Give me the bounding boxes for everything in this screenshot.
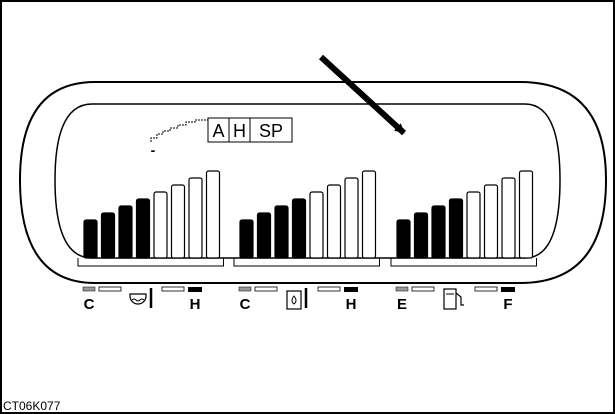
gauge-segment <box>170 184 186 259</box>
gauge-segment <box>188 177 203 259</box>
gauge-segment <box>291 198 307 259</box>
gauge-low-label: C <box>84 296 95 313</box>
gauge-low-label: C <box>240 296 251 313</box>
gauge-low-label: E <box>397 296 407 313</box>
gauge-coolant-temperature: C H <box>77 170 224 313</box>
gauge-hydraulic-oil-temperature: C H <box>233 170 380 313</box>
gauge-baseline-bracket <box>233 258 380 267</box>
gauge-segment <box>396 219 411 259</box>
scale-mark <box>98 286 122 292</box>
gauge-high-label: H <box>190 296 201 313</box>
gauge-segment <box>448 198 464 259</box>
pointer-arrow <box>318 54 407 136</box>
mode-label-a: A <box>212 121 224 141</box>
gauge-segment <box>483 184 499 259</box>
gauge-segment <box>83 219 98 259</box>
gauge-segment <box>118 205 133 259</box>
gauge-segment <box>326 184 342 259</box>
gauge-segment <box>466 191 481 259</box>
mode-label-h: H <box>233 121 246 141</box>
coolant-temperature-icon <box>129 288 153 308</box>
gauge-segment <box>361 170 377 259</box>
monitor-bezel <box>18 81 608 284</box>
gauge-segment <box>205 170 221 259</box>
gauge-segment <box>501 177 516 259</box>
gauge-segment <box>309 191 324 259</box>
gauge-segment <box>135 198 151 259</box>
mode-label-sp: SP <box>259 121 283 141</box>
scale-mark <box>474 286 498 292</box>
scale-mark <box>317 286 341 292</box>
gauge-segment <box>100 212 116 259</box>
gauge-high-label: F <box>503 296 512 313</box>
scale-mark-high <box>188 287 202 292</box>
scale-mark <box>411 286 435 292</box>
scale-mark-low <box>395 286 409 292</box>
scale-mark-high <box>501 287 515 292</box>
scale-mark-low <box>238 286 252 292</box>
gauge-segment <box>518 170 534 259</box>
fuel-pump-icon <box>443 288 464 310</box>
gauge-fuel-level: E F <box>390 170 537 313</box>
gauge-segment <box>344 177 359 259</box>
scale-mark-high <box>344 287 358 292</box>
gauge-segment <box>431 205 446 259</box>
scale-mark <box>254 286 278 292</box>
gauge-segment <box>239 219 254 259</box>
gauge-segment <box>153 191 168 259</box>
gauge-segment <box>413 212 429 259</box>
gauge-segment <box>274 205 289 259</box>
mode-indicator: A H SP - <box>150 117 293 158</box>
gauge-high-label: H <box>346 296 357 313</box>
gauge-baseline-bracket <box>77 258 224 267</box>
level-marker: - <box>151 142 156 158</box>
figure-id-label: CT06K077 <box>3 399 61 413</box>
hydraulic-oil-temperature-icon <box>286 288 308 310</box>
gauge-baseline-bracket <box>390 258 537 267</box>
staircase-icon <box>150 119 208 142</box>
mode-box-sp <box>249 117 293 143</box>
scale-mark <box>161 286 185 292</box>
gauge-segment <box>256 212 272 259</box>
scale-mark-low <box>82 286 96 292</box>
